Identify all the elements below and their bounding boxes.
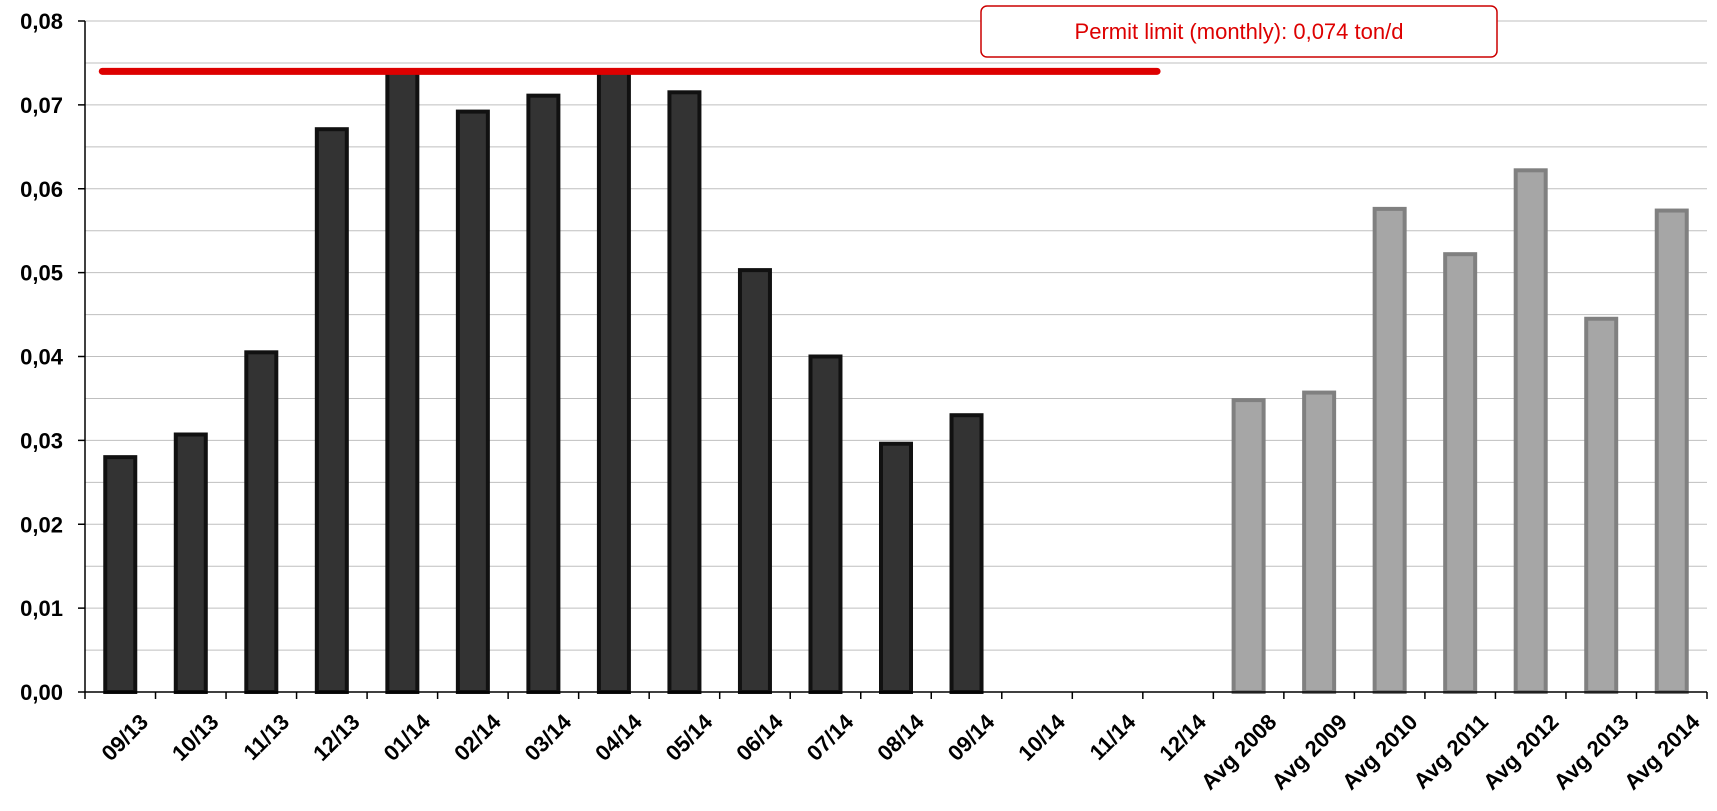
monthly-bar — [173, 432, 208, 694]
y-tick-labels: 0,00 0,01 0,02 0,03 0,04 0,05 0,06 0,07 0,08 — [20, 9, 64, 705]
average-bar — [1513, 168, 1548, 695]
x-tick-label: 05/14 — [661, 709, 718, 766]
y-tick-label: 0,07 — [20, 93, 63, 118]
monthly-bar — [314, 127, 349, 695]
x-tick-label: 06/14 — [731, 709, 788, 766]
monthly-bar — [596, 69, 631, 694]
x-tick-label: 12/13 — [308, 709, 365, 766]
x-tick-label: 11/14 — [1085, 709, 1141, 765]
x-tick-label: 12/14 — [1154, 709, 1211, 766]
y-tick-label: 0,06 — [20, 177, 63, 202]
monthly-bar — [808, 354, 843, 694]
monthly-bar — [949, 413, 984, 694]
average-bar — [1302, 390, 1337, 694]
x-tick-label: Avg 2011 — [1408, 709, 1493, 794]
x-tick-label: 04/14 — [590, 709, 647, 766]
permit-limit-annotation-box — [980, 5, 1498, 58]
x-tick-labels: 09/13 10/13 11/13 12/13 01/14 02/14 03/14 04/14… — [96, 709, 1705, 795]
x-tick-label: 01/14 — [379, 709, 436, 766]
x-tick-label: Avg 2012 — [1478, 709, 1563, 794]
bars — [103, 69, 1689, 695]
y-tick-label: 0,02 — [20, 512, 63, 537]
x-tick-label: 10/14 — [1013, 709, 1070, 766]
monthly-bar — [244, 350, 279, 694]
monthly-bar — [667, 90, 702, 694]
x-tick-label: Avg 2010 — [1337, 709, 1422, 794]
monthly-bar — [879, 441, 913, 695]
annotations: Permit limit (monthly): 0,074 ton/d — [980, 5, 1498, 58]
y-tick-label: 0,04 — [20, 345, 64, 370]
monthly-bar — [526, 93, 561, 695]
average-bar — [1372, 206, 1407, 694]
x-tick-label: 02/14 — [449, 709, 506, 766]
y-tick-label: 0,08 — [20, 9, 63, 34]
axes — [78, 20, 1708, 699]
x-tick-label: 03/14 — [520, 709, 577, 766]
x-tick-label: Avg 2009 — [1267, 709, 1352, 794]
monthly-bar — [455, 109, 490, 694]
y-tick-label: 0,00 — [20, 680, 63, 705]
monthly-bar — [103, 455, 138, 694]
y-tick-label: 0,03 — [20, 428, 63, 453]
x-tick-label: Avg 2013 — [1549, 709, 1634, 794]
x-tick-label: 11/13 — [238, 709, 294, 765]
x-tick-label: Avg 2014 — [1619, 709, 1705, 795]
y-tick-label: 0,01 — [20, 596, 63, 621]
average-bar — [1654, 208, 1689, 694]
average-bar — [1231, 398, 1266, 694]
average-bar — [1443, 252, 1478, 695]
monthly-bar — [737, 268, 772, 694]
x-tick-label: 10/13 — [167, 709, 224, 766]
permit-limit-annotation-text: Permit limit (monthly): 0,074 ton/d — [1075, 19, 1404, 44]
x-tick-label: Avg 2008 — [1196, 709, 1281, 794]
x-tick-label: 09/14 — [943, 709, 1000, 766]
x-tick-label: 09/13 — [96, 709, 153, 766]
x-tick-label: 07/14 — [802, 709, 859, 766]
monthly-bar — [385, 69, 420, 694]
y-tick-label: 0,05 — [20, 261, 63, 286]
average-bar — [1584, 316, 1619, 694]
x-tick-label: 08/14 — [872, 709, 929, 766]
